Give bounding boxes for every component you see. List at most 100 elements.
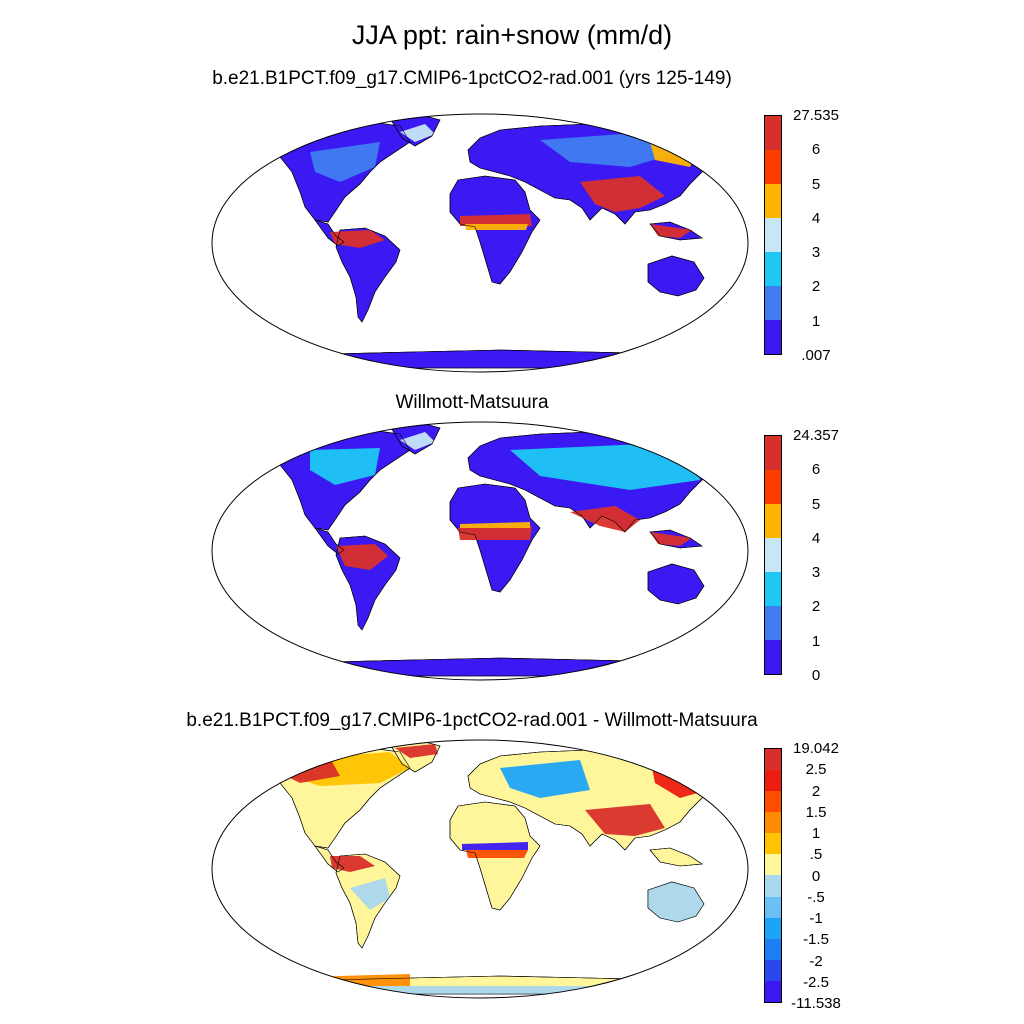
colorbar-label: 24.357 — [793, 427, 839, 444]
precip-region — [650, 224, 692, 238]
coastline-seasia — [649, 847, 703, 867]
colorbar-swatch — [765, 436, 781, 470]
main-title: JJA ppt: rain+snow (mm/d) — [351, 20, 673, 50]
colorbar-label: -2 — [809, 952, 823, 970]
colorbar-swatch — [765, 286, 781, 320]
precip-region — [462, 842, 528, 850]
precip-region — [330, 230, 385, 248]
coastline-africa — [449, 175, 541, 285]
precip-region — [648, 882, 704, 922]
coastline-namerica — [269, 121, 411, 223]
precip-region — [270, 974, 410, 986]
panel-title-model: b.e21.B1PCT.f09_g17.CMIP6-1pctCO2-rad.00… — [212, 68, 732, 89]
precip-region — [400, 432, 435, 450]
colorbar-swatch — [765, 938, 781, 960]
coastline-samerica — [335, 535, 401, 631]
colorbar-swatch — [765, 470, 781, 504]
precip-region — [570, 506, 640, 532]
coastline-seasia — [649, 221, 703, 241]
precip-region — [650, 532, 692, 546]
colorbar-label: 1 — [811, 825, 821, 842]
colorbar-swatch — [765, 150, 781, 184]
coastline-namerica — [269, 747, 411, 849]
colorbar-label: 3 — [811, 244, 821, 262]
panel-title-obs: Willmott-Matsuura — [395, 392, 549, 413]
colorbar-label: 1 — [811, 632, 821, 650]
colorbar-label: 4 — [811, 529, 821, 547]
coastline-camerica — [314, 527, 345, 555]
colorbar-label: 2 — [811, 598, 821, 616]
colorbar-swatch — [765, 875, 781, 897]
map-panel-diff — [211, 739, 749, 999]
colorbar-label: -.5 — [807, 888, 825, 906]
colorbar-label: 5 — [811, 175, 821, 193]
colorbar-label: 2 — [811, 278, 821, 296]
colorbar-label: -11.538 — [791, 995, 841, 1012]
colorbar-label: 0 — [811, 867, 821, 885]
colorbar-swatches — [764, 748, 782, 1003]
colorbar-swatch — [765, 252, 781, 286]
colorbar-swatches — [764, 115, 782, 355]
colorbar-swatch — [765, 606, 781, 640]
precip-region — [580, 176, 665, 212]
colorbar-swatch — [765, 833, 781, 855]
panel-title-diff: b.e21.B1PCT.f09_g17.CMIP6-1pctCO2-rad.00… — [186, 710, 758, 731]
colorbar-swatch — [765, 770, 781, 792]
colorbar-swatches — [764, 435, 782, 675]
colorbar-label: 0 — [811, 667, 821, 684]
precip-region — [400, 124, 435, 142]
coastline-australia — [647, 563, 705, 605]
colorbar-swatch — [765, 980, 781, 1002]
colorbar-label: 1 — [811, 312, 821, 330]
colorbar-label: 6 — [811, 461, 821, 479]
colorbar-swatch — [765, 116, 781, 150]
map-border — [211, 739, 749, 999]
coastline-australia — [647, 255, 705, 297]
colorbar-swatch — [765, 749, 781, 771]
map-panel-model — [211, 113, 749, 373]
colorbar-label: 19.042 — [793, 740, 839, 757]
colorbar-label: 1.5 — [805, 803, 827, 821]
colorbar-label: 2.5 — [805, 761, 827, 779]
colorbar-swatch — [765, 917, 781, 939]
colorbar-swatch — [765, 854, 781, 876]
precip-region — [466, 850, 528, 858]
colorbar-swatch — [765, 504, 781, 538]
colorbar-swatch — [765, 791, 781, 813]
colorbar-label: 4 — [811, 209, 821, 227]
map-panel-obs — [211, 421, 749, 681]
coastline-samerica — [335, 227, 401, 323]
colorbar-label: -1 — [809, 910, 823, 927]
colorbar-label: 3 — [811, 564, 821, 582]
coastline-seasia — [649, 529, 703, 549]
colorbar-label: 5 — [811, 495, 821, 513]
precip-region — [460, 522, 530, 528]
precip-region — [460, 214, 532, 226]
precip-region — [585, 804, 665, 836]
precip-region — [270, 986, 730, 994]
colorbar-swatch — [765, 320, 781, 354]
coastline-namerica — [269, 429, 411, 531]
colorbar-label: 6 — [811, 141, 821, 159]
colorbar-label: -1.5 — [803, 931, 829, 949]
colorbar-swatch — [765, 896, 781, 918]
colorbar-swatch — [765, 538, 781, 572]
precip-region — [500, 760, 590, 798]
precip-region — [510, 442, 700, 490]
colorbar-swatch — [765, 640, 781, 674]
colorbar-swatch — [765, 184, 781, 218]
coastline-camerica — [314, 219, 345, 247]
precip-region — [458, 526, 532, 540]
colorbar-swatch — [765, 218, 781, 252]
colorbar-label: 27.535 — [793, 107, 839, 124]
colorbar-label: .5 — [809, 846, 823, 864]
coastline-australia — [647, 881, 705, 923]
coastline-camerica — [314, 845, 345, 873]
colorbar-swatch — [765, 812, 781, 834]
colorbar-swatch — [765, 572, 781, 606]
coastline-africa — [449, 483, 541, 593]
colorbar-swatch — [765, 959, 781, 981]
precip-region — [395, 744, 438, 758]
precip-region — [465, 224, 528, 230]
coastline-africa — [449, 801, 541, 911]
